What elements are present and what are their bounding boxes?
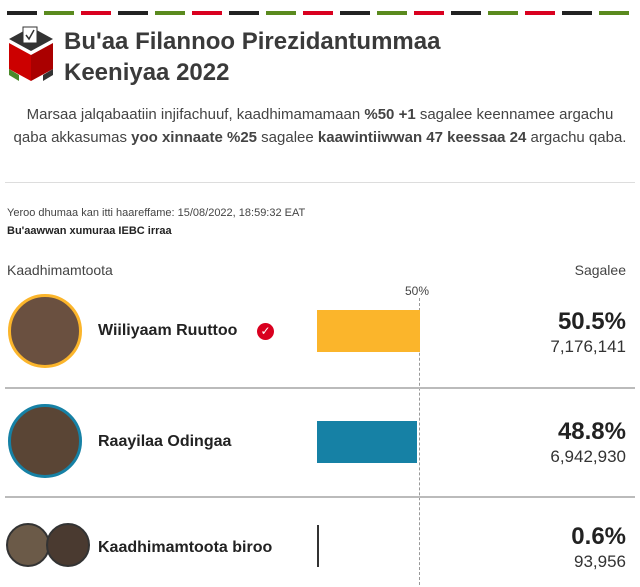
candidate-photo [46,523,90,567]
candidate-name: Raayilaa Odingaa [98,433,232,450]
stripe [44,11,74,15]
stripe [525,11,555,15]
last-updated: Yeroo dhumaa kan itti haareffame: 15/08/… [7,207,306,219]
title-line: Keeniyaa 2022 [64,59,230,86]
stripe [488,11,518,15]
divider [5,496,635,498]
candidate-name: Kaadhimamtoota biroo [98,539,273,556]
threshold-label: 50% [405,284,430,298]
stripe [81,11,111,15]
vote-count: 7,176,141 [550,337,626,356]
stripe [340,11,370,15]
flag-stripes [7,11,629,15]
threshold-line [419,298,420,585]
stripe [377,11,407,15]
candidate-photo [8,294,82,368]
stripe [599,11,629,15]
divider [5,182,635,183]
vote-share-bar [317,310,421,352]
intro-text: Marsaa jalqabaatiin injifachuuf, kaadhim… [13,106,627,146]
votes-header: Sagalee [574,262,626,278]
vote-percent: 0.6% [571,523,626,550]
candidate-photo [6,523,50,567]
stripe [414,11,444,15]
divider [5,387,635,389]
vote-share-bar [317,421,417,463]
candidate-name: Wiiliyaam Ruuttoo [98,322,238,339]
vote-share-bar [317,525,319,567]
stripe [118,11,148,15]
candidate-photo [8,404,82,478]
stripe [303,11,333,15]
vote-percent: 50.5% [557,308,626,335]
title-line: Bu'aa Filannoo Pirezidantummaa [64,28,441,55]
vote-count: 93,956 [574,552,626,571]
winner-check-icon: ✓ [257,323,274,340]
ballot-box-logo [9,26,53,81]
vote-percent: 48.8% [557,418,626,445]
stripe [266,11,296,15]
stripe [155,11,185,15]
source-note: Bu'aawwan xumuraa IEBC irraa [7,225,172,237]
vote-count: 6,942,930 [550,447,626,466]
stripe [562,11,592,15]
candidates-header: Kaadhimamtoota [7,262,113,278]
stripe [451,11,481,15]
stripe [192,11,222,15]
stripe [7,11,37,15]
stripe [229,11,259,15]
page-title: Bu'aa Filannoo Pirezidantummaa Keeniyaa 2… [64,26,440,88]
